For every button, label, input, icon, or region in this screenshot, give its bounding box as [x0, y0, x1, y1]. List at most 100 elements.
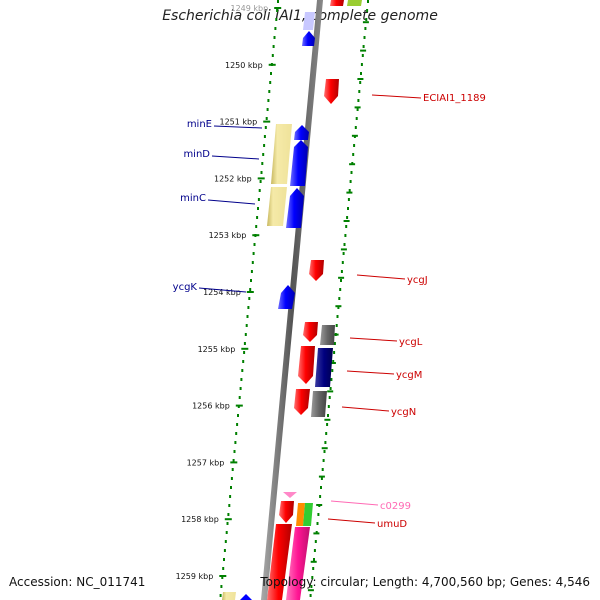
scale-dot-right — [311, 576, 314, 579]
scale-dot-left — [241, 369, 244, 372]
gene-feature-bottom-khaki — [222, 592, 236, 600]
scale-dot-left — [221, 576, 224, 579]
scale-dot-right — [350, 171, 353, 174]
gene-feature-pink — [286, 527, 310, 600]
gene-feature-minc — [286, 188, 304, 228]
gene-feature-bottom-blue — [240, 594, 252, 600]
gene-label-ycgj: ycgJ — [407, 275, 428, 286]
gene-label-minc: minC — [180, 193, 206, 204]
kbp-tick-label: 1257 kbp — [187, 458, 225, 467]
minor-tick-mark — [307, 589, 314, 592]
minor-tick-mark — [349, 163, 356, 166]
gene-label-eciai1-1189: ECIAI1_1189 — [423, 93, 486, 104]
scale-dot-left — [258, 189, 261, 192]
minor-tick-mark — [321, 447, 328, 450]
scale-dot-left — [234, 441, 237, 444]
scale-dot-right — [336, 315, 339, 318]
scale-dot-right — [328, 396, 331, 399]
gene-feature-ycgl-grey — [320, 325, 335, 345]
gene-label-c0299: c0299 — [380, 501, 411, 512]
scale-dot-right — [352, 153, 355, 156]
scale-dot-right — [313, 558, 315, 561]
scale-dot-left — [262, 153, 265, 156]
scale-dot-left — [236, 423, 239, 426]
gene-features — [222, 0, 362, 600]
scale-dot-left — [238, 396, 241, 399]
kbp-tick-label: 1256 kbp — [192, 402, 230, 411]
scale-dot-left — [266, 108, 269, 111]
scale-dot-left — [231, 468, 234, 471]
kbp-tick-mark — [263, 120, 271, 123]
scale-dot-left — [251, 261, 254, 264]
scale-dot-left — [243, 351, 246, 354]
scale-dot-left — [257, 207, 259, 210]
scale-dot-right — [367, 0, 369, 3]
scale-dot-right — [335, 324, 338, 327]
scale-dot-right — [327, 405, 330, 408]
kbp-tick-label: 1249 kbp — [230, 4, 268, 13]
scale-dot-left — [256, 216, 259, 219]
scale-dot-left — [259, 180, 262, 183]
kbp-tick-label: 1253 kbp — [209, 231, 247, 240]
scale-dot-right — [313, 549, 316, 552]
kbp-tick-mark — [268, 63, 276, 66]
scale-dot-right — [360, 63, 363, 66]
scale-dot-right — [340, 270, 343, 273]
scale-dot-right — [362, 45, 365, 48]
scale-dot-right — [354, 126, 357, 129]
gene-feature-pale — [303, 12, 315, 30]
scale-dot-left — [249, 288, 252, 291]
scale-dot-left — [233, 450, 236, 453]
scale-dot-left — [264, 126, 267, 129]
gene-feature-top-red — [330, 0, 344, 6]
minor-tick-mark — [327, 390, 334, 393]
scale-dot-left — [265, 117, 268, 120]
scale-dot-right — [358, 90, 361, 93]
minor-tick-mark — [354, 106, 361, 109]
scale-dot-right — [363, 36, 366, 39]
scale-dot-left — [223, 558, 225, 561]
scale-dot-left — [272, 45, 275, 48]
kbp-ticks: 1249 kbp 1250 kbp 1251 kbp 1252 kbp 1253 kbp… — [176, 4, 369, 592]
scale-dot-right — [361, 54, 364, 57]
scale-dot-left — [230, 486, 232, 489]
scale-dot-right — [331, 369, 334, 372]
scale-dot-left — [245, 324, 248, 327]
gene-label-ycgl: ycgL — [399, 337, 423, 348]
scale-dot-left — [263, 144, 266, 147]
scale-dot-right — [320, 486, 322, 489]
scale-dot-left — [269, 81, 272, 84]
kbp-tick-label: 1255 kbp — [198, 345, 236, 354]
scale-dot-right — [347, 198, 350, 201]
scale-dot-right — [322, 459, 325, 462]
minor-tick-mark — [340, 248, 347, 251]
scale-dot-left — [227, 513, 230, 516]
scale-dot-left — [273, 36, 276, 39]
scale-dot-right — [325, 432, 328, 435]
scale-dot-left — [222, 567, 225, 570]
scale-dot-right — [333, 351, 336, 354]
scale-dot-right — [346, 216, 349, 219]
scale-dot-left — [247, 306, 250, 309]
gene-label-umud: umuD — [377, 519, 407, 530]
scale-dot-right — [326, 423, 329, 426]
scale-dot-right — [355, 117, 358, 120]
scale-dot-left — [250, 279, 252, 282]
gene-feature-eciai1-1189 — [324, 79, 339, 104]
scale-dot-left — [232, 459, 235, 462]
gene-feature-ycgl-red — [303, 322, 318, 342]
scale-dot-right — [310, 585, 313, 588]
scale-dot-left — [255, 225, 258, 228]
kbp-tick-mark — [257, 177, 265, 180]
scale-dot-right — [329, 387, 332, 390]
gene-feature-umuc — [267, 524, 292, 600]
scale-dot-left — [235, 432, 238, 435]
gene-feature-ycgm-navy — [315, 348, 333, 387]
gene-label-ycgk: ycgK — [173, 282, 198, 293]
scale-dot-left — [274, 27, 277, 30]
topology-text: Topology: circular; Length: 4,700,560 bp… — [260, 575, 590, 589]
scale-dot-right — [347, 207, 349, 210]
scale-dot-right — [337, 306, 340, 309]
kbp-tick-label: 1254 kbp — [203, 288, 241, 297]
gene-feature-top-green — [347, 0, 362, 6]
